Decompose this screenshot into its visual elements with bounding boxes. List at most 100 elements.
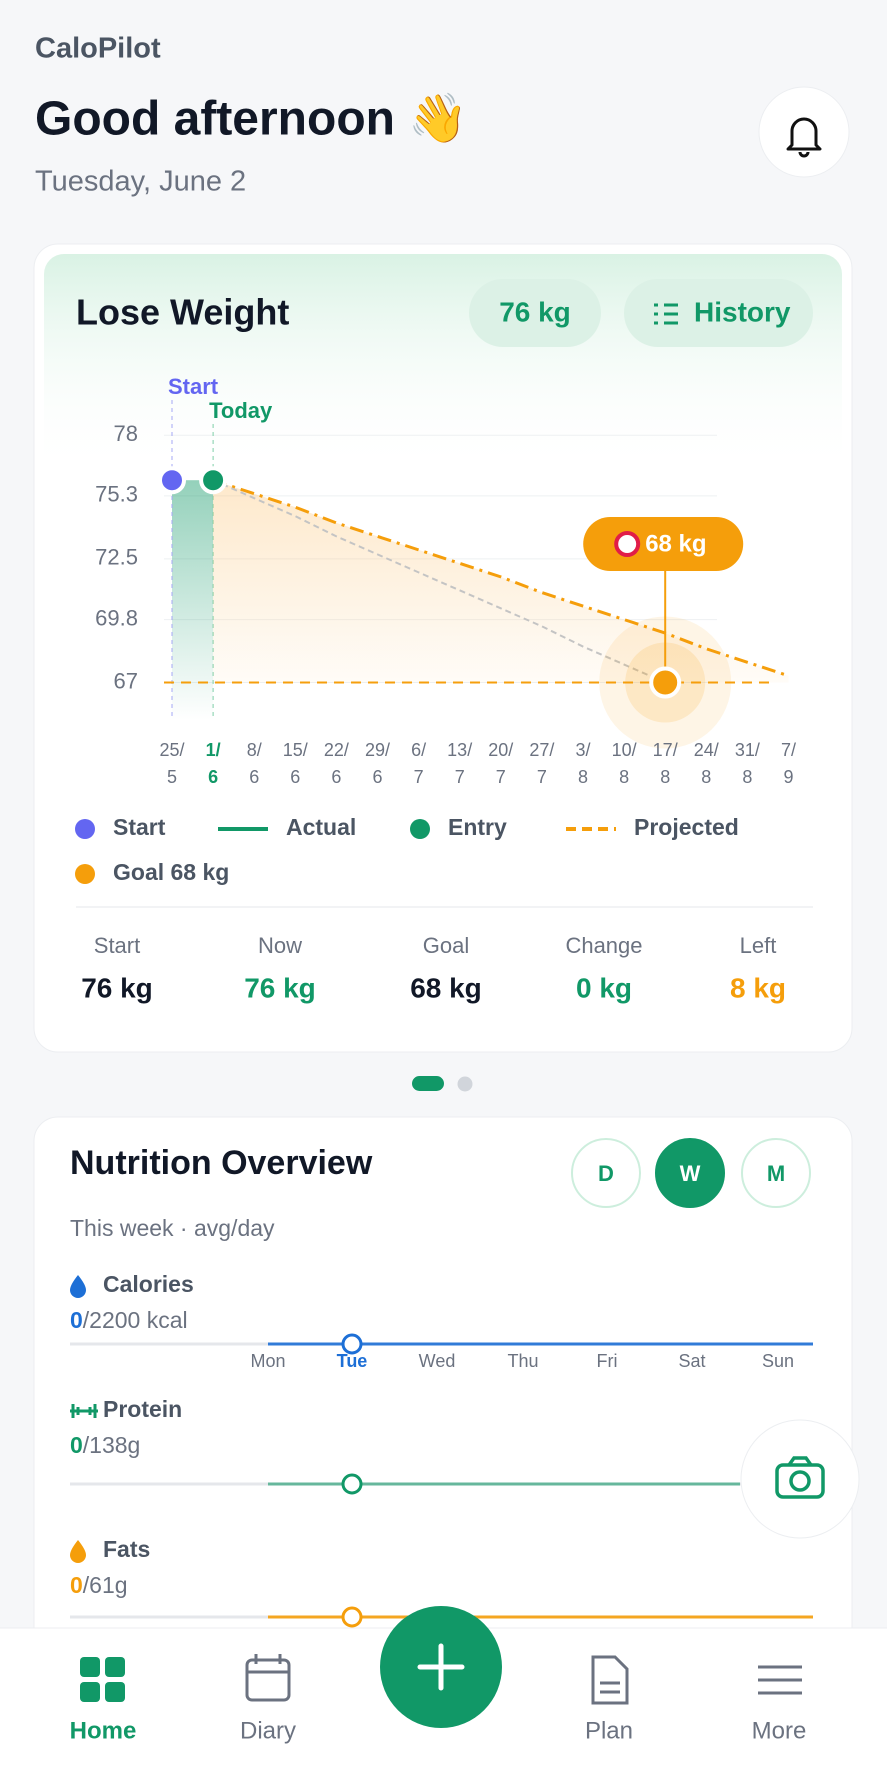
legend-swatch bbox=[75, 864, 95, 884]
legend-label: Start bbox=[113, 814, 166, 840]
stat-value: 0 kg bbox=[576, 972, 632, 1003]
nutrition-subtitle: This week · avg/day bbox=[70, 1215, 275, 1241]
nutrient-current: 0 bbox=[70, 1307, 83, 1333]
day-label: Sun bbox=[762, 1351, 794, 1371]
x-tick-label: 15/6 bbox=[283, 740, 308, 787]
nav-label: Diary bbox=[240, 1717, 296, 1744]
stat-label: Start bbox=[94, 933, 140, 958]
today-dot bbox=[341, 1606, 363, 1628]
card-title: Lose Weight bbox=[76, 292, 289, 333]
nav-home[interactable]: Home bbox=[70, 1657, 137, 1744]
day-label: Wed bbox=[419, 1351, 456, 1371]
x-tick-label: 1/6 bbox=[206, 740, 221, 787]
period-label: M bbox=[767, 1161, 785, 1186]
period-toggle[interactable]: M bbox=[741, 1138, 811, 1208]
notifications-button[interactable] bbox=[758, 86, 850, 178]
x-tick-part: 6 bbox=[331, 767, 341, 787]
x-tick-part: 22/ bbox=[324, 740, 349, 760]
period-circle bbox=[655, 1138, 725, 1208]
period-toggle[interactable]: W bbox=[655, 1138, 725, 1208]
stat-value: 68 kg bbox=[410, 972, 482, 1003]
stat-value: 8 kg bbox=[730, 972, 786, 1003]
x-tick-label: 25/5 bbox=[159, 740, 184, 787]
nutrient-current: 0 bbox=[70, 1432, 83, 1458]
x-tick-label: 7/9 bbox=[781, 740, 796, 787]
nav-diary[interactable]: Diary bbox=[240, 1654, 296, 1744]
x-tick-part: 7 bbox=[455, 767, 465, 787]
x-tick-label: 10/8 bbox=[612, 740, 637, 787]
start-today-band bbox=[172, 480, 214, 720]
calories-icon bbox=[70, 1275, 86, 1298]
x-tick-part: 7 bbox=[537, 767, 547, 787]
nutrient-target: /2200 kcal bbox=[83, 1307, 188, 1333]
x-tick-part: 13/ bbox=[447, 740, 472, 760]
legend-label: Projected bbox=[634, 814, 739, 840]
x-tick-part: 29/ bbox=[365, 740, 390, 760]
x-tick-label: 29/6 bbox=[365, 740, 390, 787]
series-point bbox=[199, 466, 228, 495]
series-point bbox=[158, 466, 186, 495]
weight-stats: Start 76 kg Now 76 kg Goal 68 kg Change 0 kg Lef… bbox=[81, 933, 786, 1004]
x-tick-label: 3/8 bbox=[575, 740, 590, 787]
nutrition-rows: D W M Calories 0/2200 kcal Protein 0/138g Fats 0… bbox=[70, 1138, 813, 1628]
start-label: Start bbox=[168, 374, 219, 399]
nutrient-name: Protein bbox=[103, 1396, 182, 1422]
x-tick-part: 3/ bbox=[575, 740, 590, 760]
x-tick-label: 17/8 bbox=[653, 740, 678, 787]
weight-badge-text: 76 kg bbox=[499, 296, 571, 327]
app-name: CaloPilot bbox=[35, 33, 161, 65]
day-label: Thu bbox=[507, 1351, 538, 1371]
x-tick-part: 6 bbox=[249, 767, 259, 787]
nav-label: Home bbox=[70, 1717, 137, 1744]
nav-more[interactable]: More bbox=[752, 1665, 807, 1744]
weight-badge bbox=[469, 279, 601, 347]
period-label: W bbox=[680, 1161, 701, 1186]
nav-label: Plan bbox=[585, 1717, 633, 1744]
today-label: Today bbox=[209, 398, 273, 423]
period-toggle[interactable]: D bbox=[571, 1138, 641, 1208]
x-tick-part: 6 bbox=[208, 767, 218, 787]
goal-callout-label: 68 kg bbox=[645, 530, 706, 557]
x-tick-part: 10/ bbox=[612, 740, 637, 760]
x-tick-part: 8 bbox=[619, 767, 629, 787]
nutrient-amount: 0/2200 kcal bbox=[70, 1307, 188, 1333]
y-tick-label: 78 bbox=[114, 421, 138, 446]
day-label: Sat bbox=[678, 1351, 705, 1371]
x-tick-part: 8 bbox=[742, 767, 752, 787]
x-tick-part: 8 bbox=[578, 767, 588, 787]
series-line bbox=[212, 479, 666, 684]
pager-dot-active[interactable] bbox=[412, 1076, 444, 1091]
series-line bbox=[212, 478, 789, 678]
period-circle bbox=[571, 1138, 641, 1208]
pager-dot[interactable] bbox=[457, 1076, 473, 1092]
x-tick-part: 25/ bbox=[159, 740, 184, 760]
nutrient-amount: 0/61g bbox=[70, 1572, 128, 1598]
x-tick-part: 7/ bbox=[781, 740, 796, 760]
nutrient-amount: 0/138g bbox=[70, 1432, 140, 1458]
x-tick-label: 6/7 bbox=[411, 740, 426, 787]
nutrient-current: 0 bbox=[70, 1572, 83, 1598]
day-label: Fri bbox=[597, 1351, 618, 1371]
history-button[interactable]: History bbox=[624, 279, 813, 347]
x-tick-part: 31/ bbox=[735, 740, 760, 760]
x-tick-part: 17/ bbox=[653, 740, 678, 760]
x-tick-part: 20/ bbox=[488, 740, 513, 760]
x-tick-part: 7 bbox=[496, 767, 506, 787]
day-label: Mon bbox=[250, 1351, 285, 1371]
goal-point bbox=[649, 666, 682, 699]
y-tick-label: 75.3 bbox=[95, 482, 138, 507]
period-circle bbox=[741, 1138, 811, 1208]
date: Tuesday, June 2 bbox=[35, 166, 246, 198]
legend-swatch bbox=[75, 819, 95, 839]
nutrient-name: Fats bbox=[103, 1536, 150, 1562]
add-button[interactable] bbox=[380, 1606, 502, 1728]
y-tick-label: 69.8 bbox=[95, 605, 138, 630]
nav-plan[interactable]: Plan bbox=[585, 1655, 633, 1744]
camera-button[interactable] bbox=[740, 1419, 860, 1539]
x-tick-part: 1/ bbox=[206, 740, 221, 760]
period-label: D bbox=[598, 1161, 614, 1186]
goal-callout bbox=[583, 517, 744, 571]
